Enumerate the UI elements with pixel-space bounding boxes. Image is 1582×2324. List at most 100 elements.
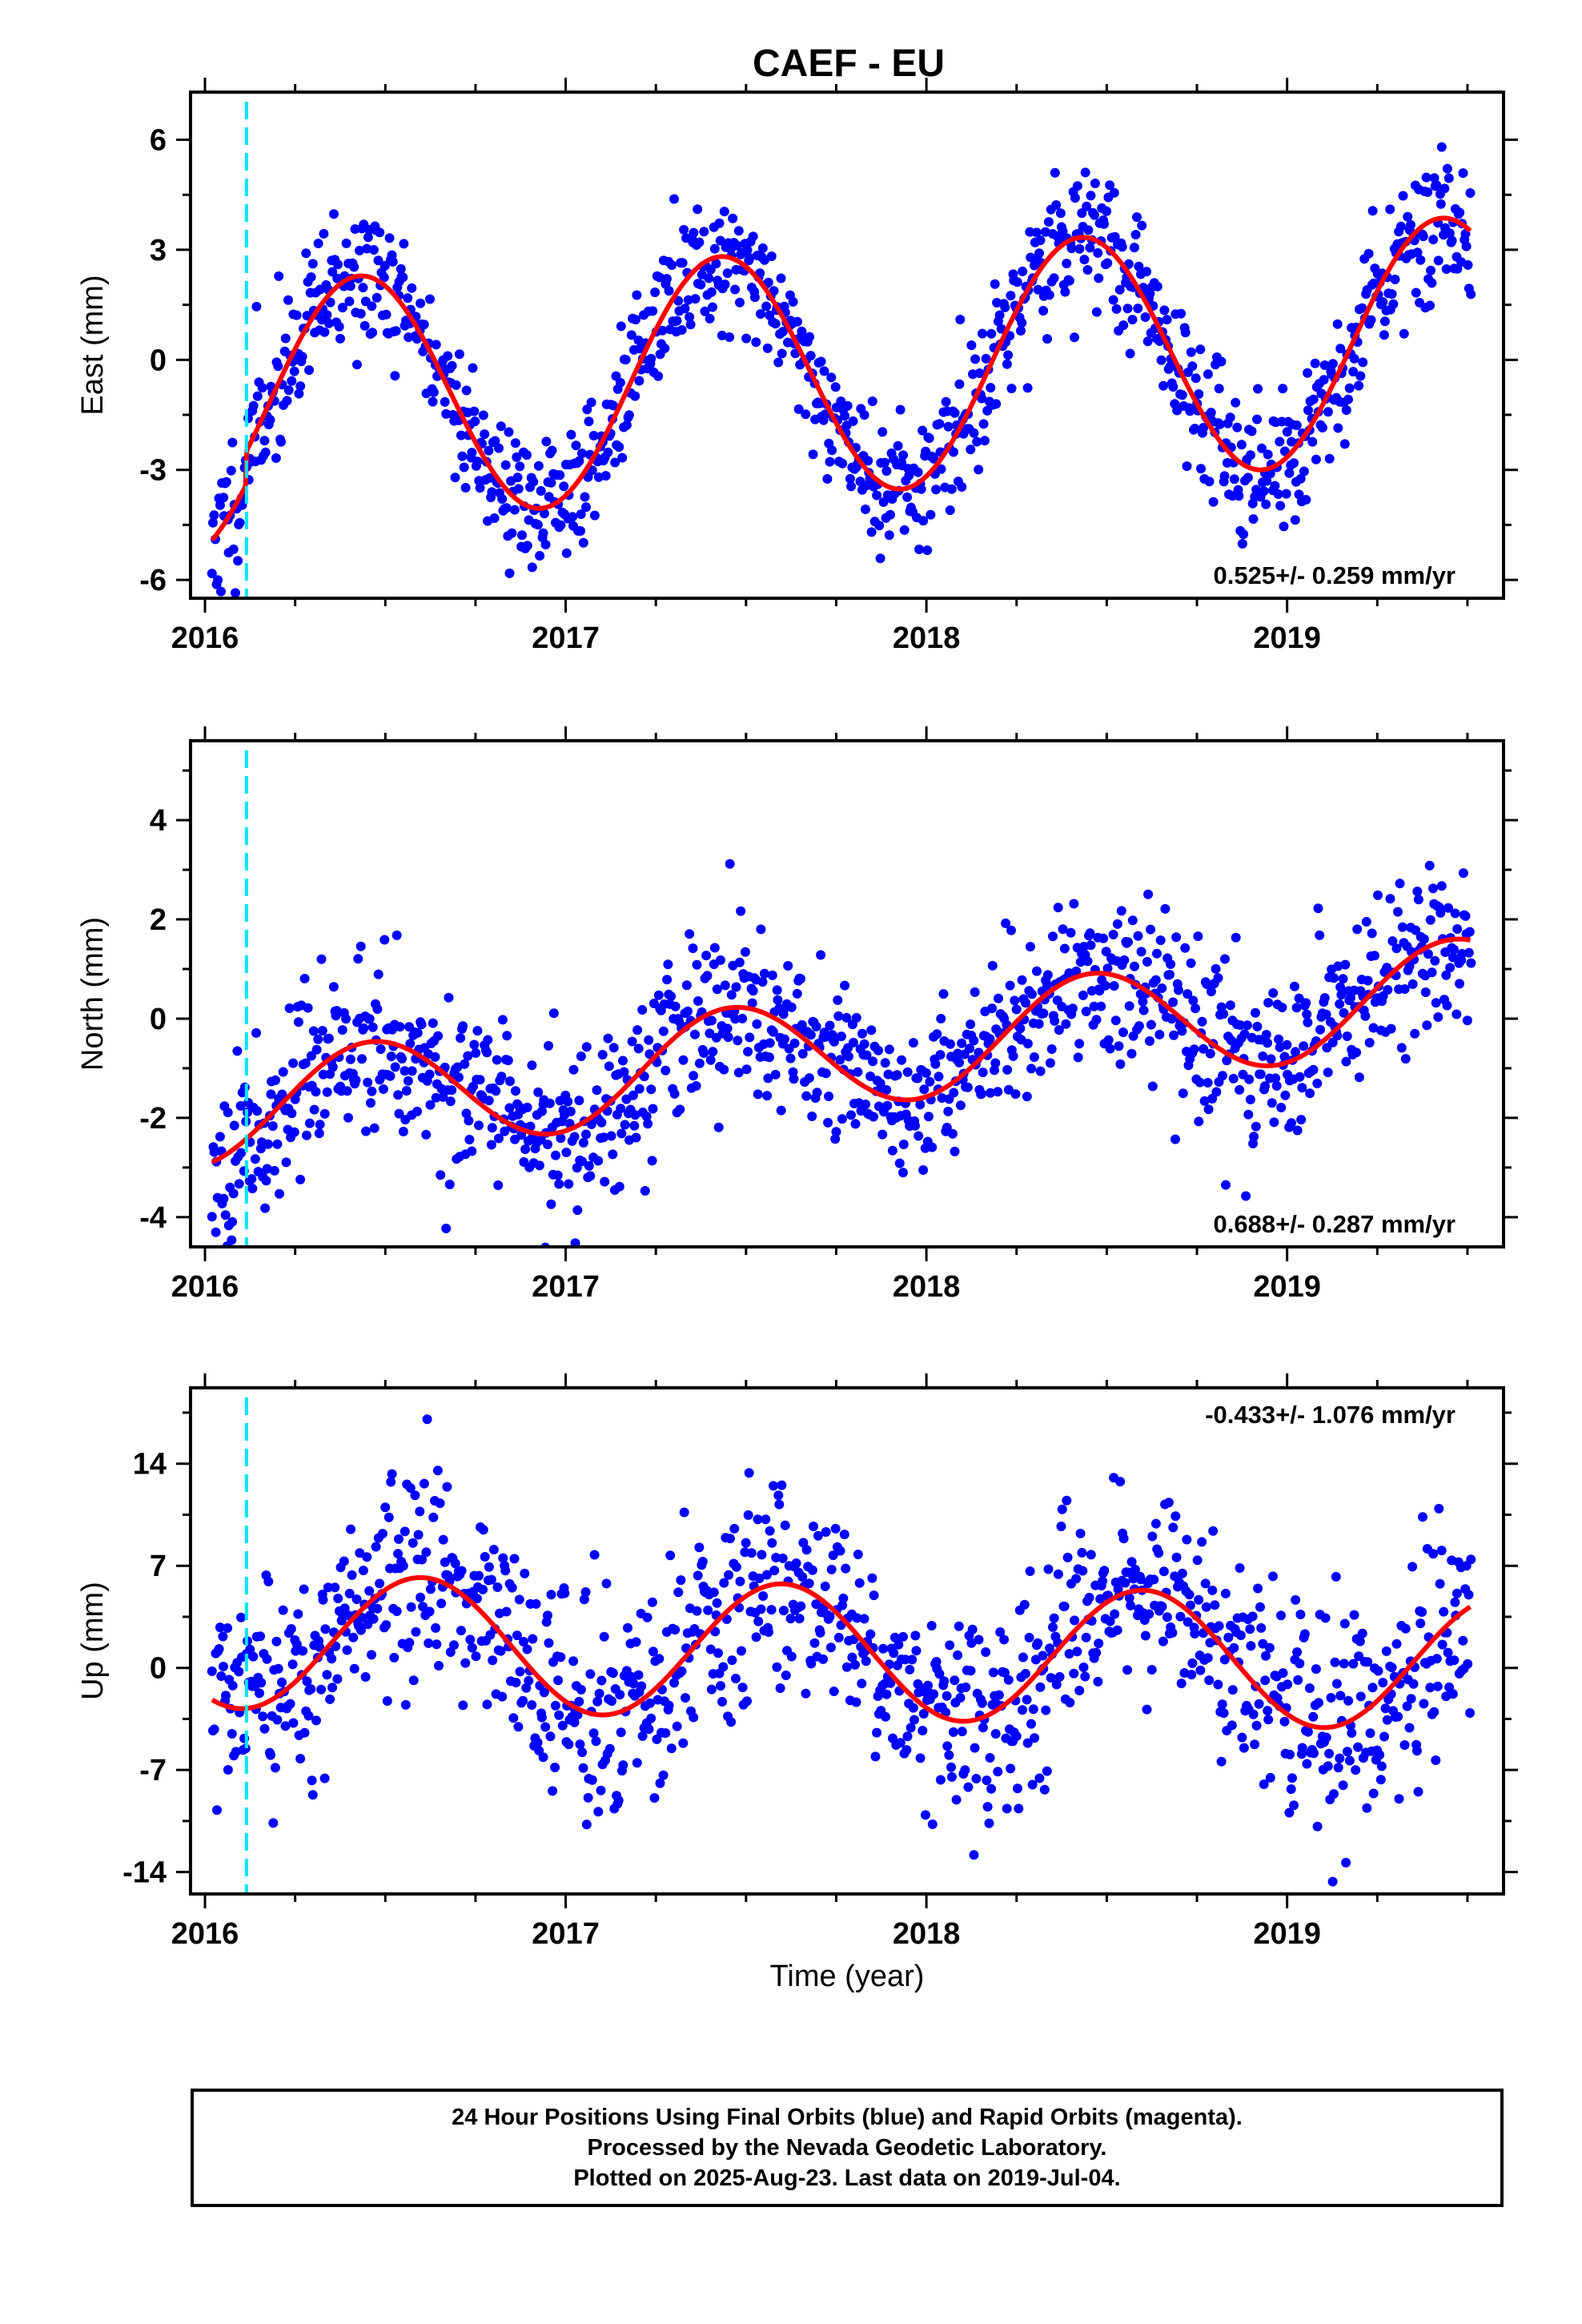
data-point (840, 980, 850, 991)
data-point (788, 296, 798, 307)
data-point (926, 1621, 937, 1630)
data-point (808, 449, 818, 460)
data-point (271, 453, 281, 463)
data-point (1132, 212, 1142, 223)
data-point (727, 1655, 737, 1666)
data-point (307, 1775, 317, 1786)
data-point (266, 1750, 275, 1760)
data-point (850, 1659, 860, 1670)
data-point (963, 1782, 974, 1792)
data-point (355, 941, 366, 951)
data-point (1290, 515, 1300, 525)
data-point (572, 1163, 582, 1173)
data-point (756, 1604, 766, 1614)
data-point (723, 1032, 733, 1043)
data-point (763, 277, 773, 287)
plot-area (207, 102, 1476, 598)
data-point (461, 385, 472, 396)
data-point (1126, 1557, 1137, 1567)
data-point (1244, 1074, 1255, 1084)
data-point (1152, 281, 1162, 292)
data-point (1175, 1611, 1186, 1622)
data-point (1261, 499, 1271, 509)
data-point (1466, 958, 1476, 968)
data-point (845, 473, 855, 484)
data-point (1191, 1003, 1201, 1014)
data-point (355, 245, 364, 255)
data-point (1210, 1600, 1220, 1610)
data-point (1412, 247, 1423, 258)
data-point (512, 1630, 522, 1641)
rate-annotation: -0.433+/- 1.076 mm/yr (1205, 1401, 1456, 1429)
data-point (295, 1174, 306, 1184)
data-point (522, 1102, 532, 1112)
data-point (722, 1023, 733, 1034)
data-point (712, 1598, 722, 1608)
data-point (859, 1039, 869, 1049)
data-point (1327, 359, 1338, 369)
data-point (228, 1188, 239, 1199)
data-point (934, 1669, 945, 1679)
data-point (303, 1003, 313, 1013)
data-point (743, 1047, 753, 1057)
data-point (831, 1127, 841, 1137)
data-point (1400, 1054, 1411, 1064)
data-point (519, 1637, 528, 1647)
y-tick-label: 0 (150, 1652, 167, 1686)
data-point (1053, 1569, 1063, 1579)
data-point (271, 1636, 282, 1647)
data-point (408, 1675, 419, 1686)
data-point (1033, 1638, 1043, 1648)
data-point (623, 1622, 632, 1633)
data-point (1321, 1732, 1331, 1743)
data-point (527, 562, 537, 573)
data-point (1260, 1081, 1270, 1092)
data-point (1203, 1078, 1213, 1088)
data-point (1436, 142, 1447, 152)
data-point (599, 1631, 609, 1642)
data-point (1006, 925, 1016, 935)
data-point (498, 1553, 508, 1563)
data-point (1282, 1039, 1292, 1050)
data-point (592, 1696, 603, 1707)
plot-frame (189, 1386, 1505, 1896)
data-point (391, 1606, 402, 1616)
data-point (1364, 1038, 1375, 1047)
data-point (603, 1033, 613, 1043)
data-point (1361, 917, 1371, 927)
data-point (1142, 336, 1153, 347)
data-point (1034, 248, 1044, 259)
data-point (765, 1038, 775, 1048)
data-point (878, 1643, 889, 1654)
data-point (865, 1629, 876, 1639)
data-point (1403, 211, 1413, 222)
data-point (1308, 1711, 1319, 1722)
data-point (387, 1469, 397, 1479)
data-point (231, 588, 240, 598)
data-point (1276, 1610, 1286, 1621)
data-point (1251, 1121, 1261, 1132)
data-point (1059, 1601, 1070, 1611)
data-point (1075, 957, 1086, 967)
data-point (1056, 1522, 1066, 1531)
data-point (907, 1655, 917, 1665)
data-point (872, 1727, 882, 1738)
data-point (1381, 1646, 1391, 1656)
data-point (1147, 1081, 1158, 1092)
data-point (978, 1068, 988, 1078)
data-point (949, 447, 958, 457)
data-point (825, 456, 835, 467)
data-point (649, 1793, 660, 1803)
data-point (575, 1739, 585, 1750)
data-point (216, 586, 226, 597)
data-point (289, 1127, 299, 1137)
data-point (1203, 369, 1213, 380)
data-point (275, 1188, 284, 1199)
data-point (342, 1086, 352, 1096)
data-point (663, 959, 673, 970)
data-point (215, 1622, 225, 1633)
data-point (1155, 935, 1166, 946)
data-point (902, 1067, 913, 1077)
data-point (1229, 474, 1239, 485)
data-point (1032, 966, 1042, 976)
